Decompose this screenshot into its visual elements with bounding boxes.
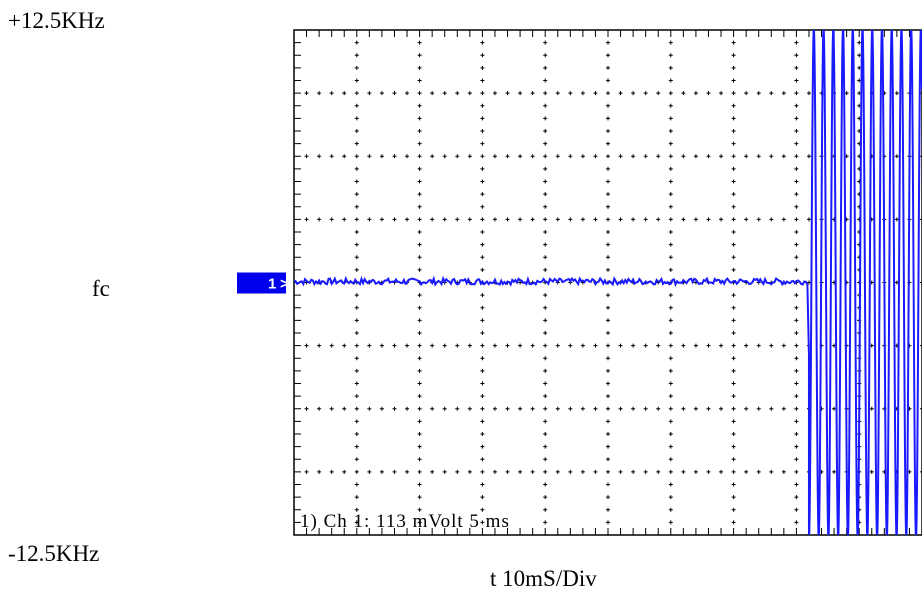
channel-1-marker: 1 >	[237, 272, 289, 294]
channel-1-marker-arrow: >	[280, 276, 289, 293]
y-axis-bottom-label: -12.5KHz	[8, 541, 100, 566]
channel-readout: 1) Ch 1: 113 mVolt 5 ms	[300, 511, 510, 532]
y-axis-center-label: fc	[92, 276, 110, 301]
channel-1-marker-text: 1	[268, 276, 276, 293]
channel-1-trace	[294, 30, 922, 535]
channel-1-marker-box	[237, 272, 286, 294]
x-axis-label: t 10mS/Div	[490, 566, 597, 591]
y-axis-top-label: +12.5KHz	[8, 8, 105, 33]
